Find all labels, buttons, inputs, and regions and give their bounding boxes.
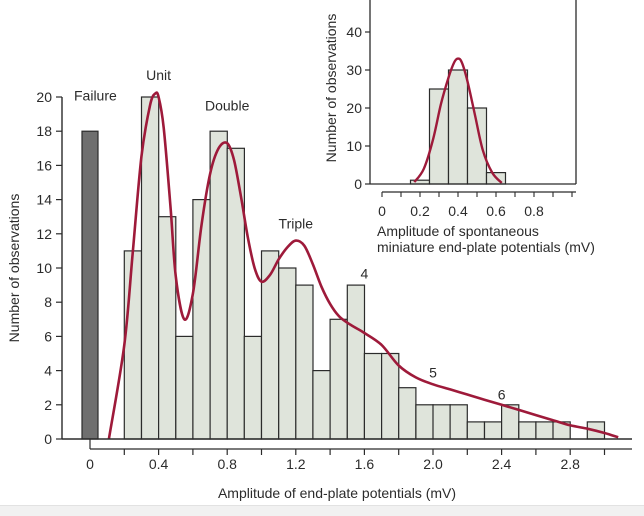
histogram-bar — [346, 284, 366, 440]
inset-x-axis-label-line-2: miniature end-plate potentials (mV) — [377, 239, 595, 255]
main-annotations: Unit Double Triple 4 5 6 — [146, 67, 506, 403]
main-x-tick-label: 0 — [86, 456, 94, 472]
histogram-bar — [483, 421, 503, 440]
inset-histogram-bar — [447, 69, 469, 185]
main-x-tick-label: 0.4 — [149, 456, 169, 472]
inset-y-tick-label: 30 — [346, 62, 362, 78]
histogram-bar — [123, 250, 143, 440]
histogram-bar — [381, 352, 400, 440]
histogram-bar — [449, 404, 468, 440]
main-fit-curve — [107, 91, 619, 440]
main-y-tick-label: 2 — [44, 397, 52, 413]
inset-axes: 0 10 20 30 40 0 0.2 0.4 0.6 0.8 — [346, 0, 577, 219]
peak-annotation: Unit — [146, 67, 171, 83]
inset-x-tick-label: 0 — [378, 203, 386, 219]
histogram-bar — [398, 387, 417, 440]
histogram-bar — [175, 335, 194, 440]
main-y-tick-label: 4 — [44, 363, 52, 379]
histogram-bar — [192, 199, 211, 440]
peak-annotation: Double — [205, 98, 250, 114]
inset-y-tick-label: 10 — [346, 138, 362, 154]
main-x-tick-label: 2.4 — [492, 456, 512, 472]
main-y-tick-label: 18 — [36, 123, 52, 139]
histogram-bar — [278, 267, 297, 440]
inset-x-tick-label: 0.6 — [486, 203, 506, 219]
main-y-tick-label: 14 — [36, 192, 52, 208]
histogram-bar — [226, 147, 245, 440]
main-y-tick-label: 0 — [44, 431, 52, 447]
inset-fit-curve — [413, 57, 503, 184]
failure-label: Failure — [74, 87, 117, 103]
inset-histogram-bar — [428, 88, 450, 185]
bottom-strip — [0, 505, 644, 516]
failure-bar — [81, 130, 99, 440]
main-x-axis-label: Amplitude of end-plate potentials (mV) — [218, 485, 456, 501]
main-y-axis-label: Number of observations — [6, 194, 22, 343]
histogram-bar — [432, 404, 451, 440]
main-y-tick-label: 12 — [36, 226, 52, 242]
main-x-tick-label: 0.8 — [217, 456, 237, 472]
main-x-tick-label: 1.6 — [355, 456, 375, 472]
inset-background — [355, 0, 644, 257]
peak-annotation: 6 — [498, 387, 506, 403]
histogram-bar — [260, 250, 280, 440]
main-y-tick-label: 16 — [36, 157, 52, 173]
main-x-tick-label: 2.0 — [423, 456, 443, 472]
inset-x-tick-label: 0.4 — [448, 203, 468, 219]
main-y-tick-label: 20 — [36, 89, 52, 105]
inset-y-tick-label: 40 — [346, 24, 362, 40]
histogram-bar — [140, 96, 160, 440]
histogram-bar — [518, 421, 537, 440]
histogram-bar — [312, 370, 331, 440]
histogram-bar — [209, 130, 228, 440]
histogram-bar — [329, 318, 348, 440]
peak-annotation: 4 — [361, 265, 369, 281]
peak-annotation: 5 — [429, 364, 437, 380]
inset-histogram-chart: 0 10 20 30 40 0 0.2 0.4 0.6 0.8 Number of observa… — [323, 0, 644, 257]
inset-x-tick-label: 0.8 — [524, 203, 544, 219]
main-y-tick-label: 10 — [36, 260, 52, 276]
main-x-tick-label: 2.8 — [560, 456, 580, 472]
histogram-bar — [243, 335, 263, 440]
histogram-bar — [466, 421, 486, 440]
histogram-bar — [535, 421, 554, 440]
histogram-bar — [363, 352, 383, 440]
main-axes: 0 2 4 6 8 10 12 14 16 18 20 0 0.4 0.8 1.2 1.6 2.0 2.4 2.8 — [36, 89, 632, 472]
main-y-tick-label: 6 — [44, 328, 52, 344]
histogram-bar — [295, 284, 314, 440]
inset-y-tick-label: 20 — [346, 100, 362, 116]
inset-y-tick-label: 0 — [354, 176, 362, 192]
inset-x-tick-label: 0.2 — [410, 203, 430, 219]
main-y-tick-label: 8 — [44, 294, 52, 310]
peak-annotation: Triple — [279, 216, 314, 232]
inset-x-axis-label-line-1: Amplitude of spontaneous — [377, 223, 539, 239]
main-x-tick-label: 1.2 — [286, 456, 306, 472]
inset-y-axis-label: Number of observations — [323, 14, 339, 163]
histogram-bar — [415, 404, 434, 440]
